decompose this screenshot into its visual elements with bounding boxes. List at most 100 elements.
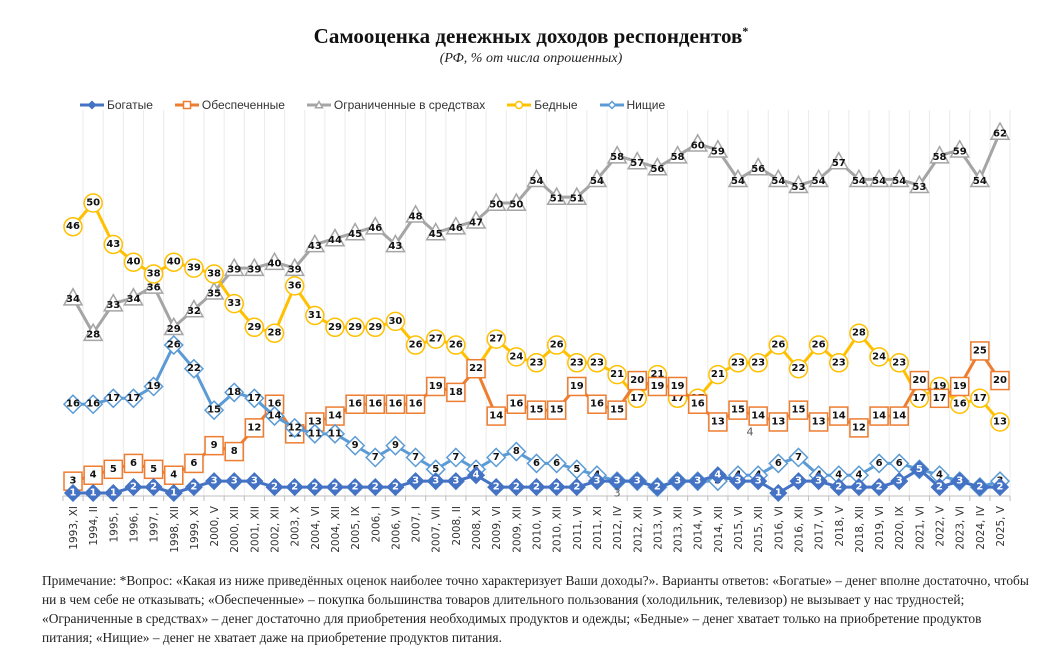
data-label: 5 bbox=[916, 464, 923, 475]
marker-triangle bbox=[546, 186, 567, 206]
data-label: 8 bbox=[513, 446, 520, 457]
data-label: 14 bbox=[328, 411, 342, 422]
marker-diamond-filled bbox=[446, 472, 465, 491]
marker-circle bbox=[889, 353, 909, 373]
data-label: 3 bbox=[694, 476, 701, 487]
marker-triangle bbox=[103, 293, 124, 312]
chart-title: Самооценка денежных доходов респондентов… bbox=[0, 24, 1062, 49]
marker-triangle bbox=[314, 99, 324, 109]
data-label: 58 bbox=[671, 152, 685, 163]
data-label: 23 bbox=[570, 357, 584, 368]
data-label: 25 bbox=[973, 345, 987, 356]
marker-triangle bbox=[123, 287, 144, 306]
data-label: 3 bbox=[251, 476, 258, 487]
data-label: 3 bbox=[755, 476, 762, 487]
marker-diamond-filled bbox=[910, 460, 929, 479]
data-label: 24 bbox=[872, 351, 886, 362]
data-label: 3 bbox=[956, 476, 963, 487]
marker-diamond-open bbox=[244, 388, 265, 409]
data-label: 26 bbox=[771, 340, 785, 351]
marker-square bbox=[224, 441, 244, 462]
marker-diamond-filled bbox=[144, 478, 163, 497]
line-chart: 1993, XI 1994, II 1995, I 1996, I 1997, I 199… bbox=[62, 110, 1011, 553]
data-label: 19 bbox=[570, 381, 584, 392]
marker-square bbox=[345, 394, 365, 414]
marker-triangle bbox=[828, 151, 850, 170]
marker-diamond-open bbox=[445, 447, 466, 468]
marker-triangle bbox=[445, 216, 467, 235]
data-label: 33 bbox=[227, 298, 241, 309]
data-label: 30 bbox=[388, 316, 402, 327]
data-label: 16 bbox=[388, 399, 402, 410]
data-label: 43 bbox=[106, 239, 120, 250]
data-label: 4 bbox=[835, 470, 842, 481]
data-label: 19 bbox=[429, 381, 443, 392]
marker-diamond-filled bbox=[507, 478, 526, 497]
marker-triangle bbox=[989, 121, 1011, 140]
data-label: 39 bbox=[227, 265, 241, 276]
marker-triangle bbox=[183, 298, 205, 318]
data-label: 1 bbox=[110, 488, 117, 499]
data-label: 2 bbox=[352, 482, 359, 493]
data-label: 29 bbox=[247, 322, 261, 333]
marker-diamond-filled bbox=[809, 472, 828, 491]
data-label: 19 bbox=[671, 381, 685, 392]
data-label: 6 bbox=[553, 458, 560, 469]
marker-circle bbox=[83, 193, 103, 213]
data-label: 7 bbox=[493, 452, 500, 463]
marker-triangle bbox=[888, 168, 910, 188]
marker-circle bbox=[990, 412, 1010, 432]
marker-triangle bbox=[304, 233, 326, 253]
data-label: 16 bbox=[953, 399, 967, 410]
marker-triangle bbox=[344, 222, 366, 241]
marker-triangle bbox=[244, 257, 265, 277]
data-label: 44 bbox=[328, 235, 342, 246]
legend-item-0: Богатые bbox=[80, 98, 153, 112]
marker-triangle bbox=[425, 222, 447, 241]
marker-square bbox=[627, 370, 648, 391]
data-label: 16 bbox=[348, 399, 362, 410]
data-label: 16 bbox=[268, 399, 282, 410]
marker-square bbox=[526, 400, 547, 420]
series-line bbox=[71, 131, 1002, 335]
x-tick-label: 2007, VII bbox=[431, 506, 443, 553]
x-tick-label: 2001, XII bbox=[249, 506, 261, 553]
data-label: 14 bbox=[892, 411, 906, 422]
x-tick-label: 2013, VI bbox=[652, 506, 664, 550]
marker-circle bbox=[869, 347, 889, 367]
data-label: 29 bbox=[348, 322, 362, 333]
data-label: 5 bbox=[110, 464, 117, 475]
data-label: 26 bbox=[812, 340, 826, 351]
data-label: 18 bbox=[227, 387, 241, 398]
marker-triangle bbox=[385, 233, 406, 253]
data-label: 2 bbox=[190, 482, 197, 493]
marker-circle bbox=[63, 216, 83, 237]
marker-diamond-open bbox=[83, 394, 104, 415]
data-label: 9 bbox=[392, 440, 399, 451]
data-label: 22 bbox=[792, 363, 806, 374]
data-label: 4 bbox=[936, 470, 943, 481]
data-label: 4 bbox=[855, 470, 862, 481]
marker-diamond-filled bbox=[205, 472, 224, 491]
data-label: 16 bbox=[509, 399, 523, 410]
data-label: 23 bbox=[530, 357, 544, 368]
marker-diamond-filled bbox=[769, 483, 788, 503]
marker-square bbox=[970, 341, 990, 361]
marker-square bbox=[546, 400, 567, 420]
marker-diamond-filled bbox=[728, 472, 748, 491]
marker-triangle bbox=[808, 168, 829, 188]
marker-square bbox=[647, 376, 668, 397]
marker-square bbox=[365, 394, 386, 414]
marker-circle bbox=[788, 358, 809, 379]
marker-circle bbox=[345, 317, 365, 338]
x-tick-label: 2017, VI bbox=[814, 506, 826, 550]
data-label: 29 bbox=[167, 324, 181, 335]
data-label: 17 bbox=[912, 393, 926, 404]
data-label: 15 bbox=[207, 405, 221, 416]
series-3: 46 50 43 40 38 40 39 38 33 29 28 36 31 29 29 29 30 26 27 26… bbox=[63, 193, 1010, 432]
series-line bbox=[71, 201, 1002, 423]
marker-square bbox=[687, 394, 708, 414]
marker-diamond-open bbox=[143, 376, 164, 397]
marker-circle bbox=[284, 276, 305, 296]
data-label: 40 bbox=[268, 259, 282, 270]
